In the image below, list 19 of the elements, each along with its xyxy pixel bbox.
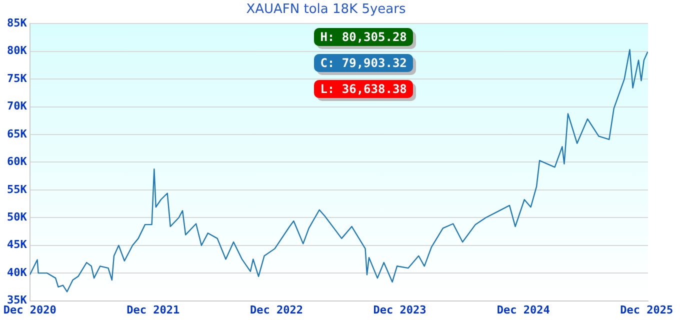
y-tick-label: 85K	[6, 16, 28, 30]
annotation: H: 80,305.28	[314, 28, 413, 46]
y-tick-label: 55K	[6, 182, 28, 196]
y-tick-label: 40K	[6, 266, 28, 279]
y-tick-label: 80K	[6, 44, 28, 58]
y-tick-label: 70K	[6, 100, 28, 113]
y-tick-label: 45K	[6, 238, 28, 252]
y-tick-label: 60K	[6, 155, 28, 168]
annotation: L: 36,638.38	[314, 80, 413, 98]
x-tick-label: Dec 2021	[126, 303, 180, 316]
x-tick-label: Dec 2024	[496, 303, 550, 316]
chart-title: XAUAFN tola 18K 5years	[246, 2, 406, 18]
y-tick-label: 75K	[6, 72, 28, 85]
x-tick-label: Dec 2023	[373, 303, 426, 316]
y-tick-label: 65K	[6, 127, 28, 140]
y-tick-label: 50K	[6, 210, 28, 224]
x-tick-label: Dec 2025	[620, 303, 674, 316]
annotation: C: 79,903.32	[314, 54, 413, 72]
x-tick-label: Dec 2022	[250, 303, 303, 316]
